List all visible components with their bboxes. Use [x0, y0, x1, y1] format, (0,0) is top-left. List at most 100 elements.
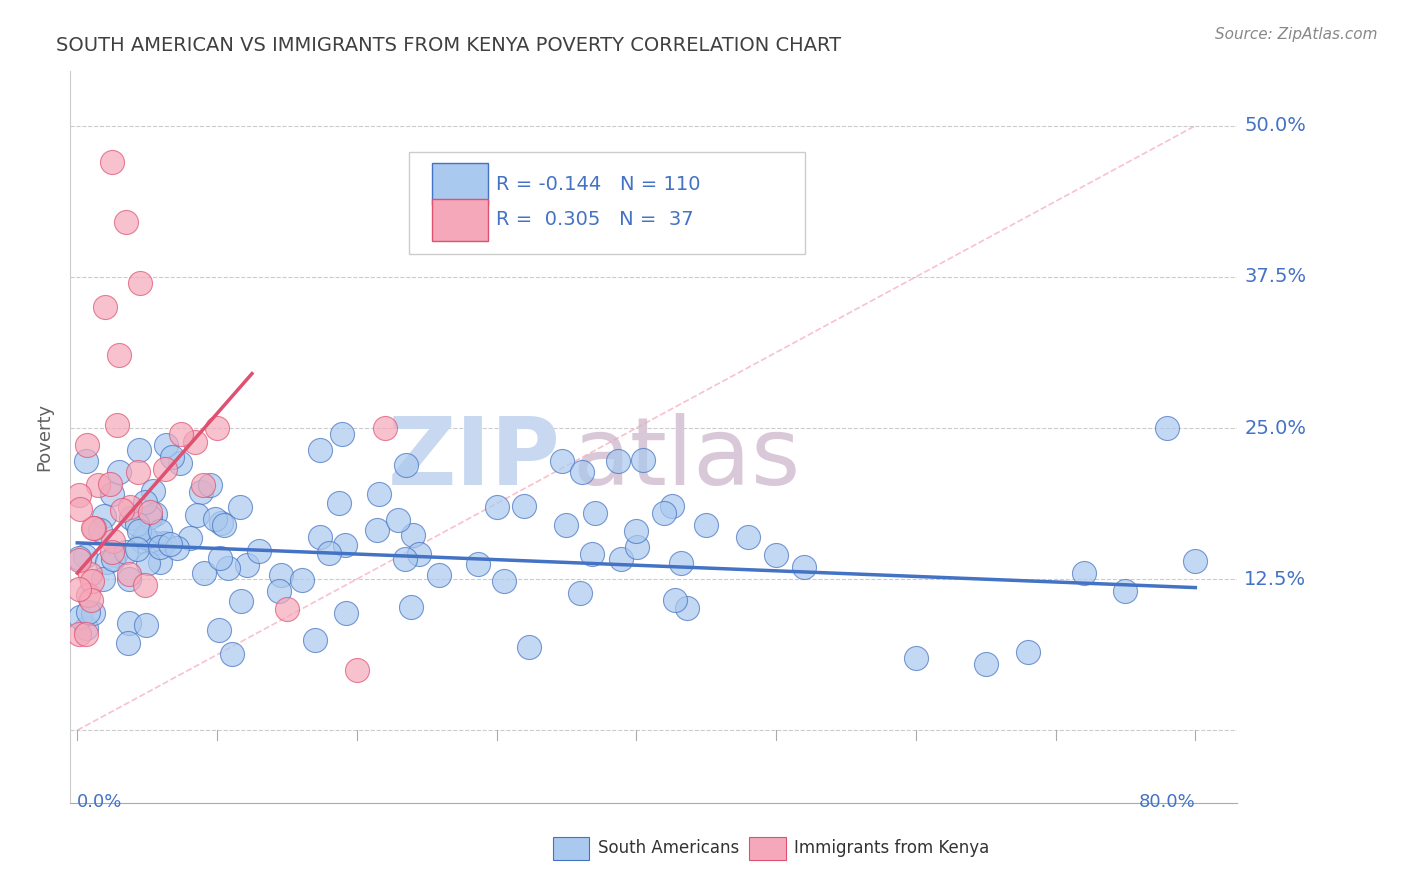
Point: [626, 540, 648, 554]
Point: [111, 503, 134, 517]
Point: [75, 626, 97, 640]
Point: [209, 551, 232, 566]
Text: SOUTH AMERICAN VS IMMIGRANTS FROM KENYA POVERTY CORRELATION CHART: SOUTH AMERICAN VS IMMIGRANTS FROM KENYA …: [56, 36, 841, 54]
Point: [270, 567, 292, 582]
Point: [89, 523, 111, 537]
Point: [408, 548, 430, 562]
Point: [179, 531, 201, 545]
Point: [200, 478, 222, 492]
Point: [737, 530, 759, 544]
Point: [93, 509, 115, 524]
Point: [583, 506, 606, 520]
Point: [143, 507, 166, 521]
Point: [208, 623, 231, 637]
Text: R = -0.144   N = 110: R = -0.144 N = 110: [496, 175, 700, 194]
Text: 0.0%: 0.0%: [77, 793, 122, 811]
FancyBboxPatch shape: [409, 152, 806, 254]
Point: [96, 555, 118, 569]
Point: [190, 485, 212, 500]
Point: [73, 549, 96, 563]
Point: [135, 618, 157, 632]
Y-axis label: Poverty: Poverty: [35, 403, 53, 471]
Point: [159, 536, 181, 550]
Point: [118, 566, 141, 581]
Point: [695, 517, 717, 532]
Point: [152, 535, 174, 549]
Point: [217, 561, 239, 575]
Point: [276, 602, 298, 616]
Point: [153, 462, 176, 476]
Point: [134, 530, 156, 544]
Point: [118, 615, 141, 630]
FancyBboxPatch shape: [432, 163, 488, 205]
Point: [75, 621, 97, 635]
Point: [118, 500, 141, 514]
Point: [136, 556, 159, 570]
Point: [221, 647, 243, 661]
Text: Immigrants from Kenya: Immigrants from Kenya: [794, 839, 990, 857]
Point: [67, 626, 90, 640]
Text: South Americans: South Americans: [598, 839, 738, 857]
Point: [76, 588, 98, 602]
Point: [368, 487, 391, 501]
Point: [94, 300, 117, 314]
Point: [652, 506, 675, 520]
Point: [793, 560, 815, 574]
Point: [103, 551, 125, 566]
Point: [308, 443, 330, 458]
Point: [610, 552, 633, 566]
Point: [101, 155, 124, 169]
Point: [318, 546, 340, 560]
Point: [69, 609, 91, 624]
Point: [229, 594, 252, 608]
Point: [1184, 554, 1206, 568]
Point: [166, 541, 188, 556]
Point: [1073, 566, 1095, 580]
Point: [82, 574, 104, 588]
Point: [125, 517, 148, 532]
Point: [335, 606, 357, 620]
Point: [427, 568, 450, 582]
Point: [664, 593, 686, 607]
Point: [974, 657, 997, 671]
Point: [142, 483, 165, 498]
Text: 37.5%: 37.5%: [1244, 268, 1306, 286]
Point: [108, 465, 131, 479]
Point: [134, 495, 156, 509]
Point: [67, 550, 90, 565]
Text: atlas: atlas: [572, 413, 800, 505]
Point: [149, 541, 172, 555]
Point: [193, 566, 215, 581]
Point: [101, 486, 124, 500]
Text: 50.0%: 50.0%: [1244, 116, 1306, 136]
Point: [228, 500, 250, 515]
Point: [139, 510, 162, 524]
Point: [155, 438, 177, 452]
Point: [401, 528, 423, 542]
Point: [267, 584, 290, 599]
Point: [75, 454, 97, 468]
Point: [626, 524, 648, 538]
Point: [671, 556, 693, 570]
Point: [335, 538, 357, 552]
Point: [105, 418, 128, 433]
Point: [67, 582, 90, 596]
Point: [127, 465, 149, 479]
Point: [82, 521, 104, 535]
Point: [366, 523, 388, 537]
Point: [308, 530, 330, 544]
Point: [235, 558, 257, 573]
Point: [346, 663, 368, 677]
Point: [67, 487, 90, 501]
Text: ZIP: ZIP: [388, 413, 561, 505]
Text: Source: ZipAtlas.com: Source: ZipAtlas.com: [1215, 27, 1378, 42]
Point: [569, 586, 592, 600]
Point: [675, 600, 697, 615]
Point: [134, 577, 156, 591]
Point: [79, 567, 101, 582]
Point: [80, 592, 103, 607]
Point: [1114, 584, 1136, 599]
Point: [162, 450, 184, 465]
Text: 12.5%: 12.5%: [1244, 570, 1306, 589]
Point: [661, 499, 683, 513]
